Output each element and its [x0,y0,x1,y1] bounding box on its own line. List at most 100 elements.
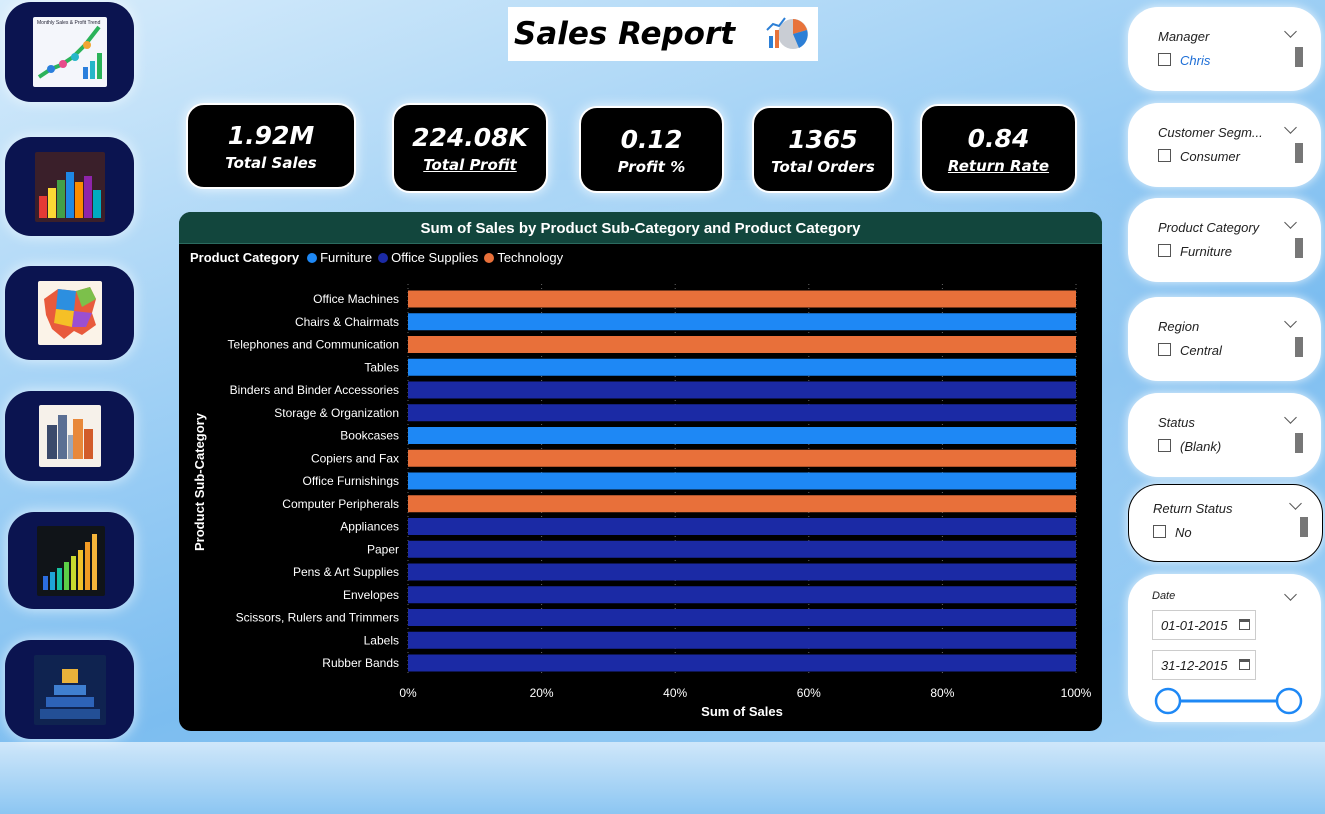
nav-button-bar-chart[interactable] [8,512,134,609]
map-icon [37,281,102,345]
y-tick-label: Rubber Bands [322,656,399,670]
bar[interactable] [408,540,1076,558]
bar[interactable] [408,404,1076,422]
bar[interactable] [408,290,1076,308]
slicer-region[interactable]: Region Central [1128,297,1321,381]
y-tick-label: Tables [364,360,399,374]
slicer-option[interactable]: Consumer [1180,149,1240,164]
start-date-input[interactable]: 01-01-2015 [1152,610,1256,640]
checkbox[interactable] [1158,439,1171,452]
calendar-icon[interactable] [1239,619,1250,630]
legend-label: Technology [497,250,564,265]
legend-item-office-supplies[interactable]: Office Supplies [378,250,478,265]
kpi-label: Profit % [617,157,686,176]
bar[interactable] [408,336,1076,353]
kpi-total-profit[interactable]: 224.08K Total Profit [392,103,548,193]
kpi-label-link[interactable]: Total Profit [423,156,517,174]
bar[interactable] [408,358,1076,376]
y-tick-label: Bookcases [340,429,399,443]
slicer-option[interactable]: Central [1180,343,1222,358]
scrollbar[interactable] [1295,337,1303,357]
y-tick-label: Binders and Binder Accessories [230,383,399,397]
y-axis-title: Product Sub-Category [192,412,207,551]
range-end-handle[interactable] [1275,687,1303,715]
nav-button-city[interactable] [5,391,134,481]
date-range-slider[interactable] [1128,682,1321,722]
checkbox[interactable] [1153,525,1166,538]
checkbox[interactable] [1158,149,1171,162]
bar[interactable] [408,654,1076,672]
slicer-status[interactable]: Status (Blank) [1128,393,1321,477]
slicer-title: Product Category [1158,220,1260,235]
slicer-title: Status [1158,415,1195,430]
y-tick-label: Computer Peripherals [282,497,399,511]
y-tick-label: Labels [364,633,399,647]
slicer-option[interactable]: (Blank) [1180,439,1222,454]
checkbox[interactable] [1158,343,1171,356]
legend-item-technology[interactable]: Technology [484,250,563,265]
scrollbar[interactable] [1295,433,1303,453]
kpi-value: 0.84 [967,123,1030,153]
slicer-title: Return Status [1153,501,1233,516]
checkbox[interactable] [1158,53,1171,66]
legend-dot [307,252,318,263]
sales-by-subcategory-chart[interactable]: Sum of Sales by Product Sub-Category and… [179,212,1102,731]
bar[interactable] [408,381,1076,399]
bar[interactable] [408,427,1076,444]
chevron-down-icon[interactable] [1284,25,1297,38]
kpi-return-rate[interactable]: 0.84 Return Rate [920,104,1077,193]
bar[interactable] [408,563,1076,581]
calendar-icon[interactable] [1239,659,1250,670]
bar[interactable] [408,631,1076,649]
slicer-product-category[interactable]: Product Category Furniture [1128,198,1321,282]
slicer-title: Region [1158,319,1200,334]
slicer-option[interactable]: No [1175,525,1192,540]
checkbox[interactable] [1158,244,1171,257]
range-start-handle[interactable] [1154,687,1182,715]
nav-button-bar-blocks[interactable] [5,137,134,236]
legend-label: Furniture [320,250,373,265]
slicer-option[interactable]: Furniture [1180,244,1233,259]
slicer-title: Date [1152,590,1176,602]
y-tick-label: Pens & Art Supplies [293,565,399,579]
bar[interactable] [408,518,1076,535]
slicer-customer-segment[interactable]: Customer Segm... Consumer [1128,103,1321,187]
chevron-down-icon[interactable] [1284,121,1297,134]
kpi-profit-pct: 0.12 Profit % [579,106,724,193]
slicer-option[interactable]: Chris [1180,53,1211,68]
scrollbar[interactable] [1295,143,1303,163]
chevron-down-icon[interactable] [1284,315,1297,328]
nav-button-map[interactable] [5,266,134,360]
y-tick-label: Office Furnishings [303,474,400,488]
slicer-manager[interactable]: Manager Chris [1128,7,1321,91]
scrollbar[interactable] [1300,517,1308,537]
bar[interactable] [408,313,1076,331]
end-date-input[interactable]: 31-12-2015 [1152,650,1256,680]
legend-title: Product Category [190,250,300,265]
scrollbar[interactable] [1295,238,1303,258]
kpi-value: 1365 [788,124,858,154]
bar[interactable] [408,609,1076,626]
slicer-date[interactable]: Date 01-01-2015 31-12-2015 [1128,574,1321,722]
chevron-down-icon[interactable] [1284,216,1297,229]
bar[interactable] [408,449,1076,467]
kpi-value: 224.08K [412,123,528,152]
chevron-down-icon[interactable] [1284,411,1297,424]
y-tick-label: Paper [367,542,399,556]
scrollbar[interactable] [1295,47,1303,67]
chevron-down-icon[interactable] [1289,497,1302,510]
slicer-return-status[interactable]: Return Status No [1128,484,1323,562]
x-tick-label: 40% [663,686,687,700]
y-tick-label: Scissors, Rulers and Trimmers [236,611,399,625]
legend-item-furniture[interactable]: Furniture [307,250,372,265]
bar[interactable] [408,586,1076,604]
bar[interactable] [408,472,1076,490]
kpi-label-link[interactable]: Return Rate [947,156,1050,175]
nav-button-trophy[interactable] [5,640,134,739]
kpi-value: 0.12 [620,124,683,154]
start-date-value: 01-01-2015 [1161,618,1228,633]
nav-button-monthly-trend[interactable]: Monthly Sales & Profit Trend [5,2,134,102]
bar[interactable] [408,495,1076,513]
chevron-down-icon[interactable] [1284,588,1297,601]
kpi-total-orders: 1365 Total Orders [752,106,894,193]
